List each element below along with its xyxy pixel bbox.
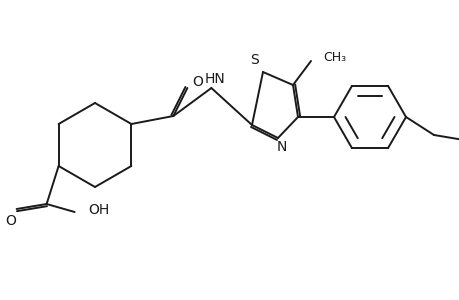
Text: N: N	[276, 140, 286, 154]
Text: S: S	[250, 53, 259, 67]
Text: HN: HN	[205, 72, 225, 86]
Text: O: O	[5, 214, 16, 228]
Text: OH: OH	[89, 203, 110, 217]
Text: O: O	[191, 75, 202, 89]
Text: CH₃: CH₃	[322, 50, 345, 64]
